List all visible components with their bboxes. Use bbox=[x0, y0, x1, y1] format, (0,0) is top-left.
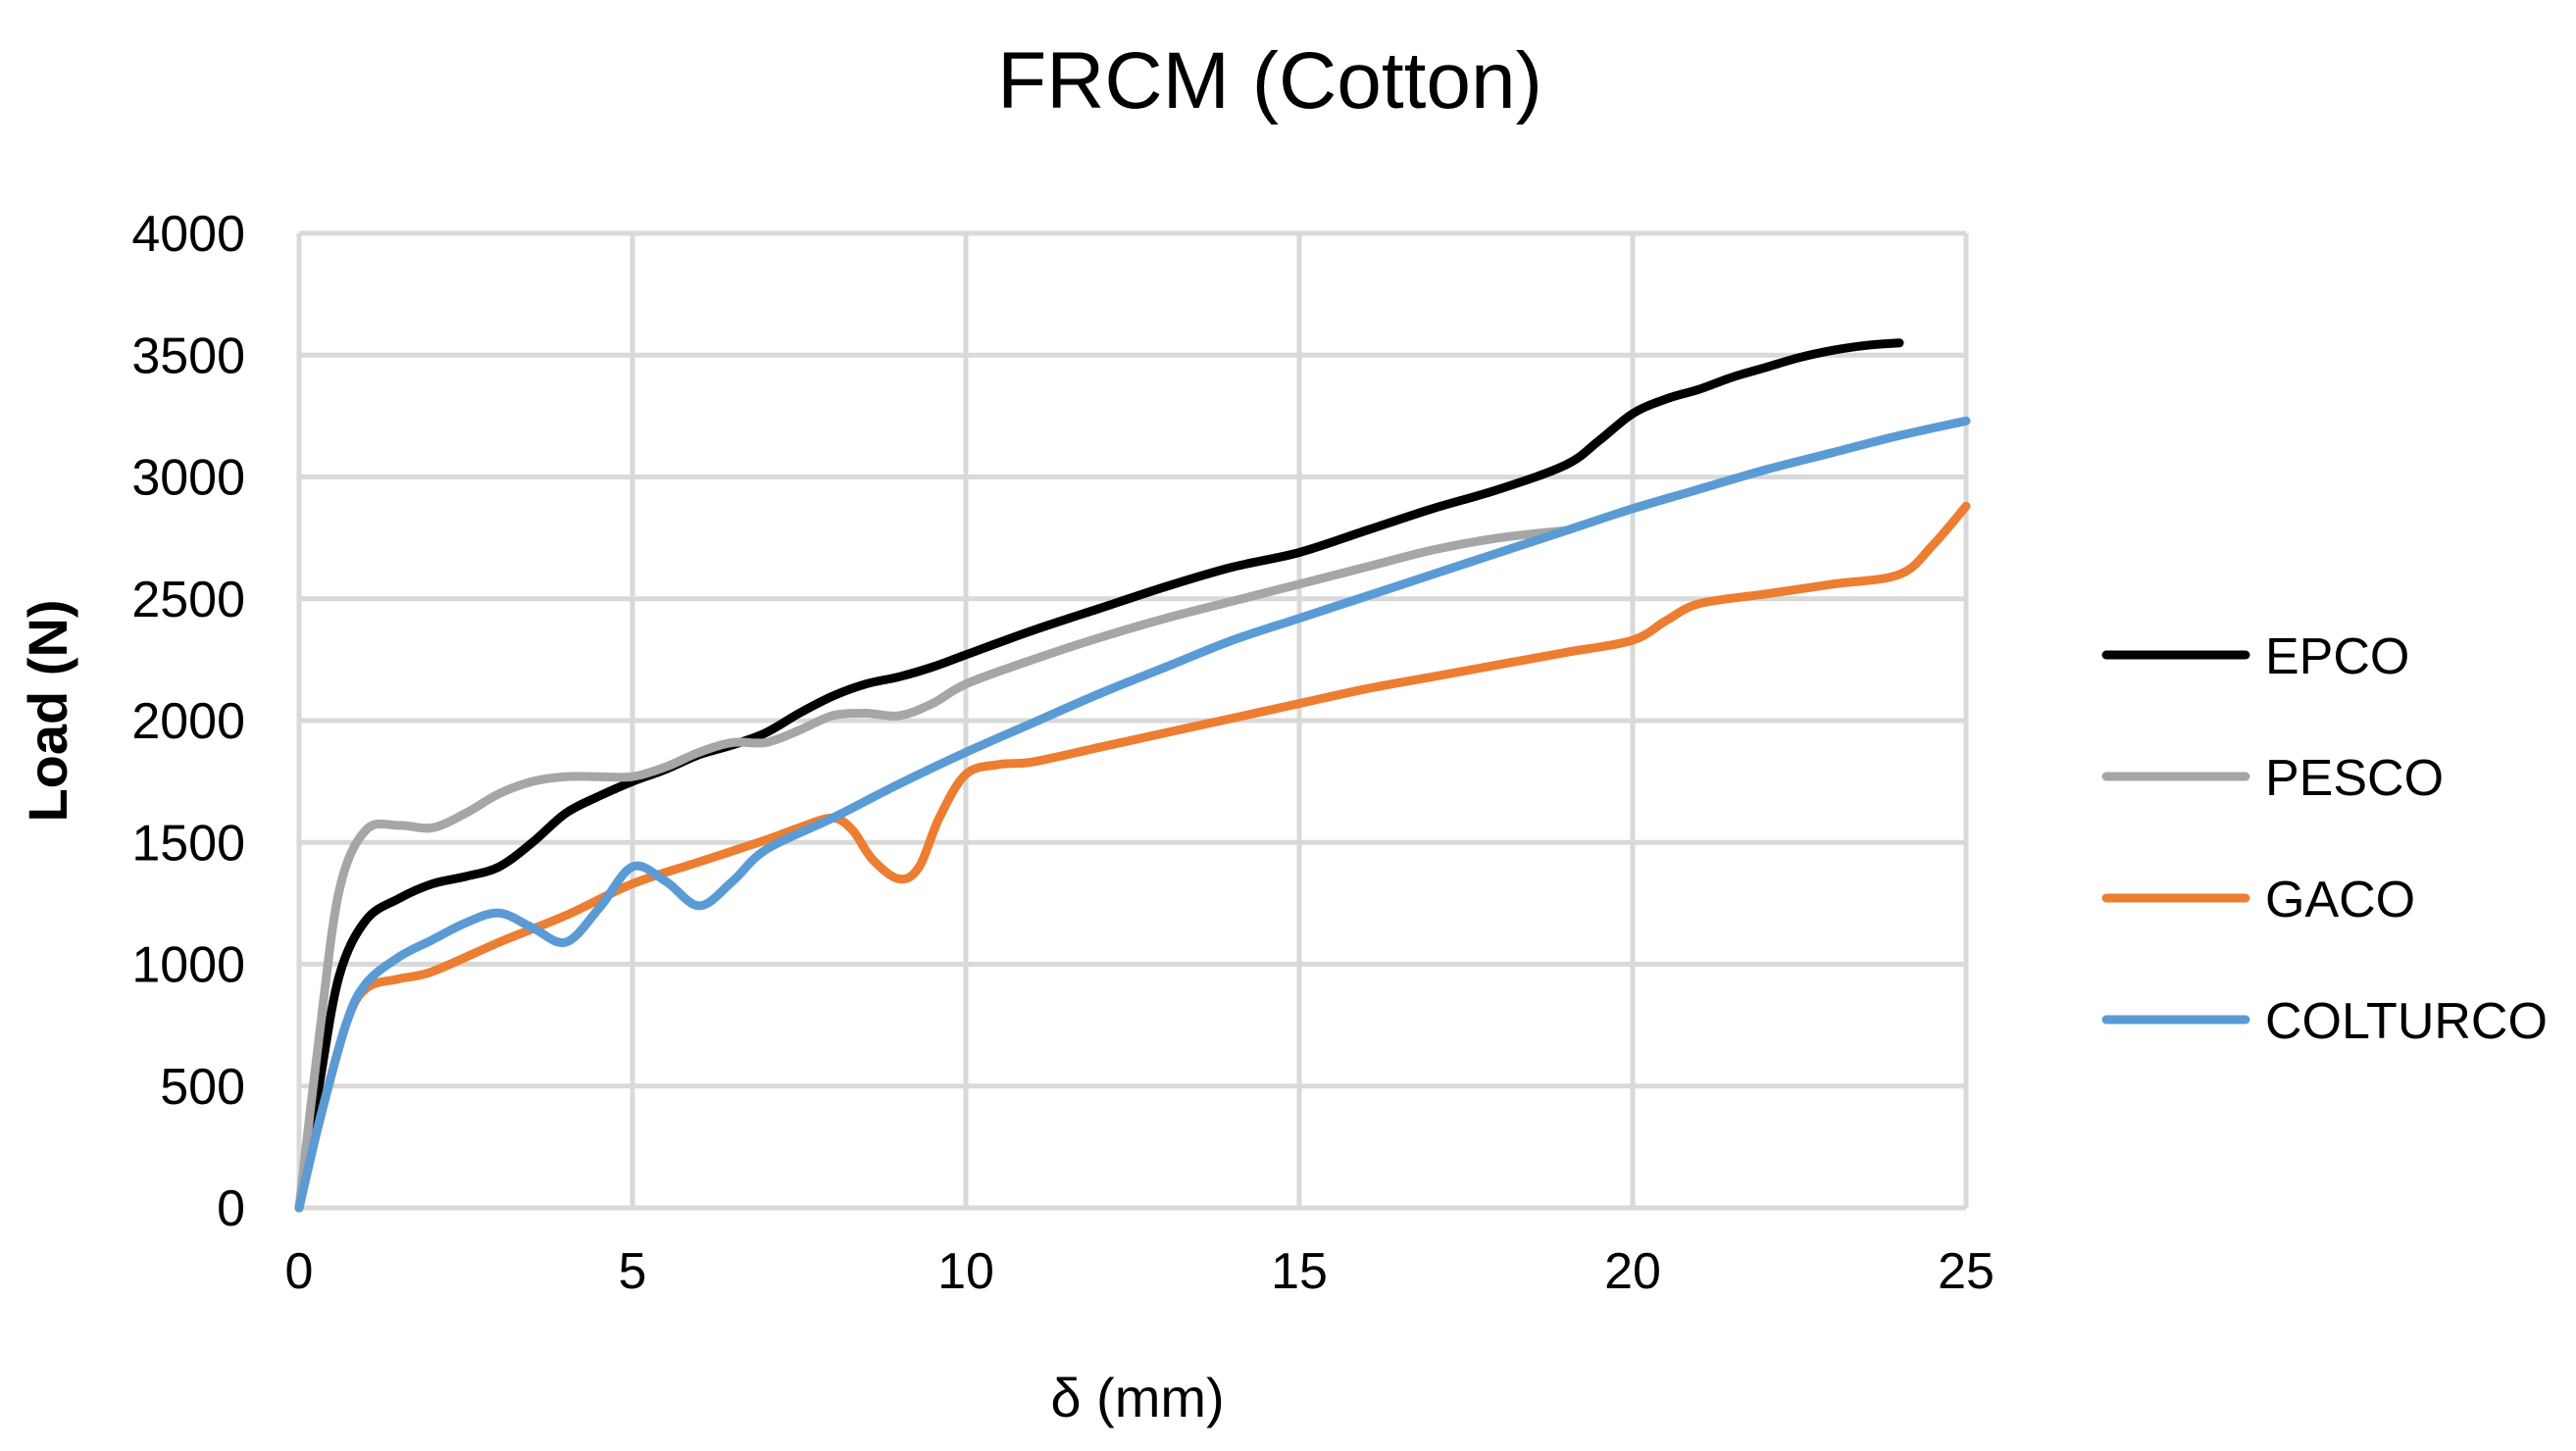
x-tick-label: 25 bbox=[1938, 1243, 1995, 1300]
legend: EPCO PESCO GACO COLTURCO bbox=[2101, 628, 2548, 1050]
x-tick-label: 15 bbox=[1271, 1243, 1328, 1300]
legend-label: PESCO bbox=[2265, 750, 2444, 807]
legend-label: COLTURCO bbox=[2265, 993, 2548, 1050]
x-axis-label: δ (mm) bbox=[1050, 1367, 1224, 1428]
x-tick-label: 10 bbox=[937, 1243, 994, 1300]
series-line-colturco bbox=[294, 416, 1971, 1213]
x-axis-ticks: 0 5 10 15 20 25 bbox=[285, 1243, 1995, 1300]
x-tick-label: 20 bbox=[1604, 1243, 1661, 1300]
legend-label: EPCO bbox=[2265, 628, 2409, 685]
legend-label: GACO bbox=[2265, 872, 2415, 928]
y-tick-label: 3500 bbox=[131, 327, 245, 384]
x-tick-label: 0 bbox=[285, 1243, 314, 1300]
y-tick-label: 1500 bbox=[131, 815, 245, 872]
series-line-gaco bbox=[294, 501, 1971, 1213]
y-axis-ticks: 0 500 1000 1500 2000 2500 3000 3500 4000 bbox=[131, 206, 245, 1237]
y-tick-label: 3000 bbox=[131, 450, 245, 507]
series-line-pesco bbox=[294, 525, 1571, 1213]
y-tick-label: 2500 bbox=[131, 572, 245, 628]
y-tick-label: 4000 bbox=[131, 206, 245, 263]
x-tick-label: 5 bbox=[619, 1243, 647, 1300]
series-layer bbox=[294, 338, 1971, 1213]
series-line-epco bbox=[294, 338, 1904, 1213]
y-tick-label: 0 bbox=[217, 1180, 245, 1237]
y-tick-label: 500 bbox=[160, 1059, 245, 1116]
chart-title: FRCM (Cotton) bbox=[997, 36, 1542, 125]
y-tick-label: 2000 bbox=[131, 693, 245, 750]
y-axis-label: Load (N) bbox=[17, 599, 78, 822]
y-tick-label: 1000 bbox=[131, 937, 245, 994]
